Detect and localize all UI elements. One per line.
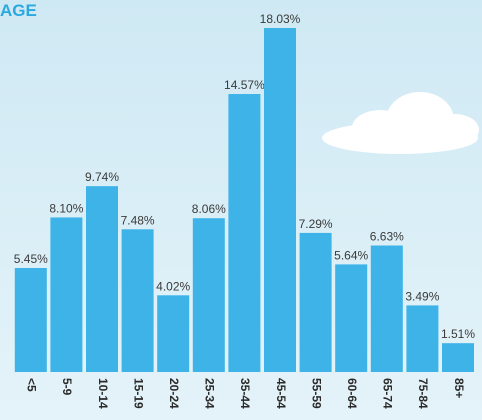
x-tick-label: <5 (25, 378, 39, 392)
value-label: 9.74% (85, 170, 119, 184)
x-tick-label: 35-44 (238, 378, 252, 409)
x-tick-label: 25-34 (203, 378, 217, 409)
bar (193, 218, 225, 372)
bar (335, 264, 367, 372)
chart: AGE 5.45% <5 8.10% 5-9 9.74% 10-14 7.48% 15-19 4… (0, 0, 482, 420)
value-label: 5.45% (14, 252, 48, 266)
bar (15, 268, 47, 372)
x-tick-label: 15-19 (131, 378, 145, 409)
value-label: 3.49% (405, 289, 439, 303)
value-label: 4.02% (156, 279, 190, 293)
x-tick-label: 5-9 (60, 378, 74, 396)
x-tick-label: 45-54 (274, 378, 288, 409)
value-label: 14.57% (224, 78, 265, 92)
value-label: 8.10% (49, 201, 83, 215)
bar (122, 229, 154, 372)
value-label: 8.06% (192, 202, 226, 216)
x-tick-label: 85+ (452, 378, 466, 398)
bar (50, 217, 82, 372)
bar (86, 186, 118, 372)
value-label: 7.29% (299, 217, 333, 231)
value-label: 5.64% (334, 248, 368, 262)
bar (300, 233, 332, 372)
value-label: 6.63% (370, 230, 404, 244)
bar (157, 295, 189, 372)
value-label: 7.48% (121, 213, 155, 227)
bar (371, 246, 403, 372)
x-tick-label: 60-64 (345, 378, 359, 409)
bar (228, 94, 260, 372)
value-label: 1.51% (441, 327, 475, 341)
x-tick-label: 65-74 (381, 378, 395, 409)
bar (442, 343, 474, 372)
bar (406, 305, 438, 372)
value-label: 18.03% (260, 12, 301, 26)
bar (264, 28, 296, 372)
chart-title: AGE (0, 1, 37, 20)
x-tick-label: 10-14 (96, 378, 110, 409)
x-tick-label: 75-84 (416, 378, 430, 409)
x-tick-label: 20-24 (167, 378, 181, 409)
x-tick-label: 55-59 (309, 378, 323, 409)
